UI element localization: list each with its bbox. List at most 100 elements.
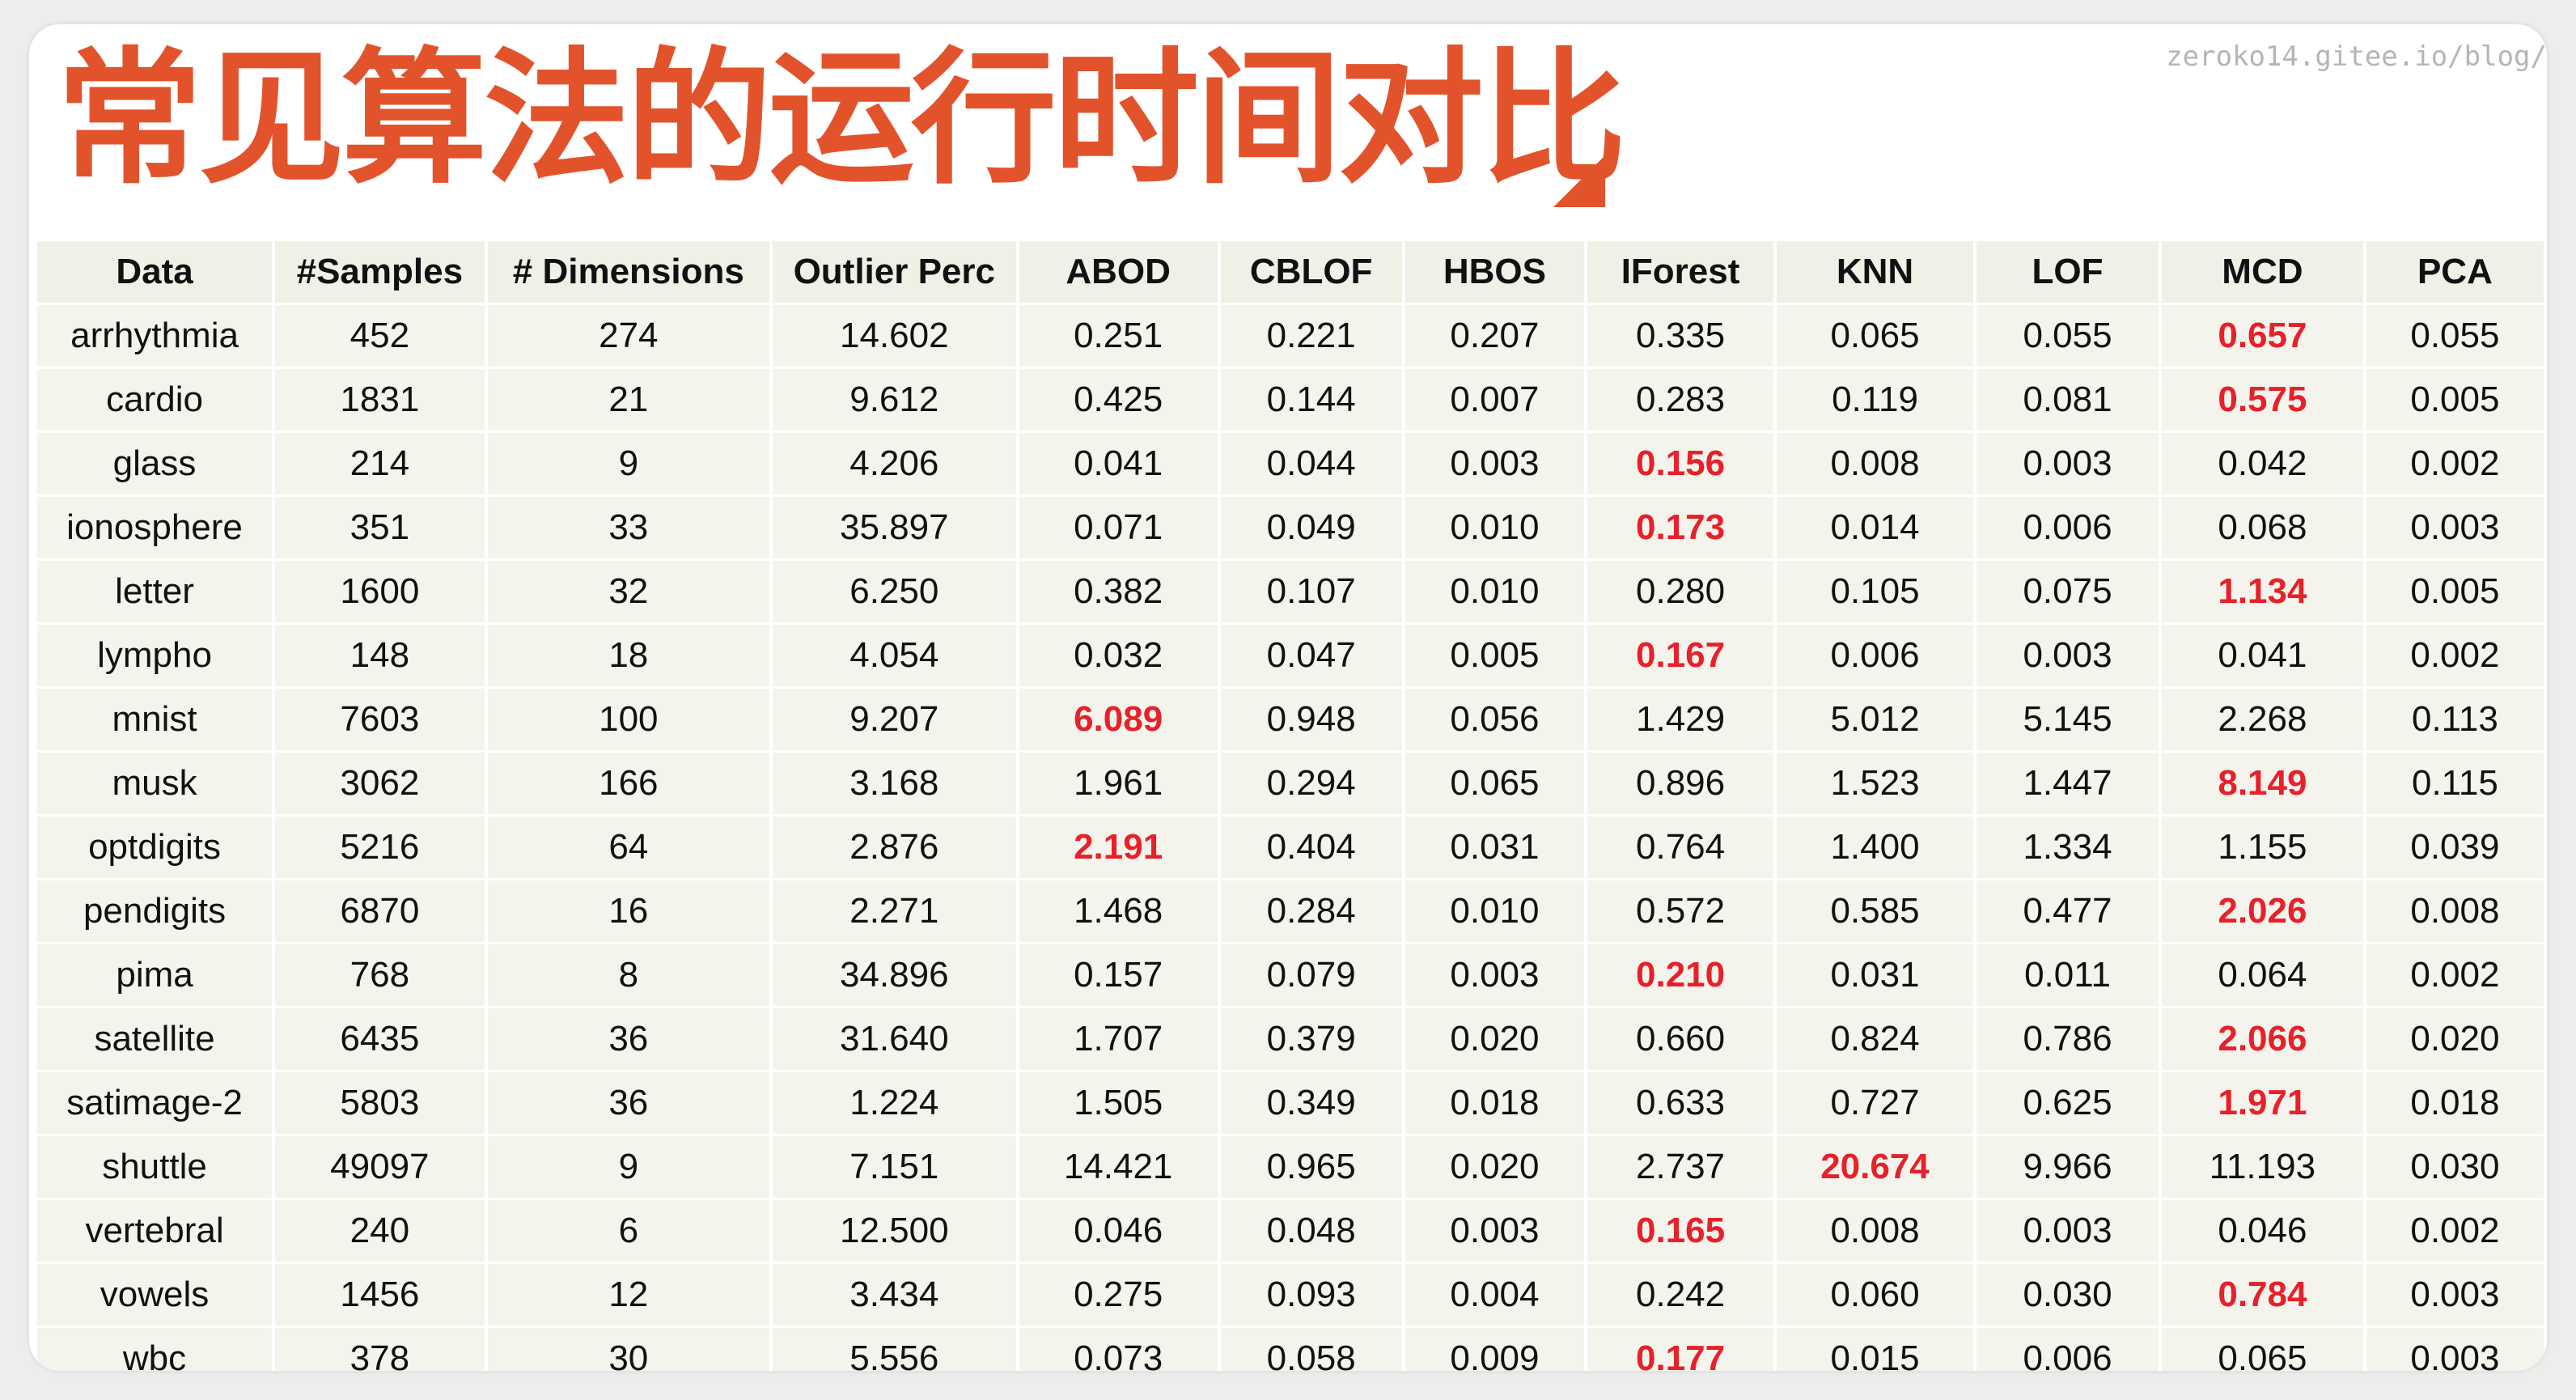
table-cell: 100 [485, 687, 773, 753]
table-cell: 0.060 [1774, 1262, 1977, 1328]
table-cell: 0.055 [2364, 303, 2547, 369]
table-cell: 49097 [273, 1135, 488, 1200]
table-cell: 2.268 [2159, 687, 2366, 753]
table-cell: 0.044 [1218, 431, 1405, 497]
table-cell: 0.764 [1586, 815, 1777, 880]
column-header: # Dimensions [485, 241, 773, 305]
column-header: HBOS [1403, 241, 1588, 305]
table-cell: 0.242 [1586, 1262, 1777, 1328]
runtime-comparison-table: Data #Samples # Dimensions Outlier Perc ABOD… [37, 241, 2547, 1371]
table-cell: 0.065 [1774, 303, 1977, 369]
table-cell: 0.003 [1403, 431, 1588, 497]
table-cell: 0.284 [1218, 879, 1405, 944]
table-cell: 166 [485, 751, 773, 817]
table-cell: 0.283 [1586, 367, 1777, 433]
table-cell: 1456 [273, 1262, 488, 1328]
table-cell: 5.145 [1975, 687, 2162, 753]
dataset-name-cell: optdigits [37, 815, 276, 880]
table-cell: 0.003 [2364, 1262, 2547, 1328]
column-header: Outlier Perc [770, 241, 1019, 305]
table-cell: 0.824 [1774, 1007, 1977, 1072]
table-cell: 1.429 [1586, 687, 1777, 753]
table-cell: 0.002 [2364, 1198, 2547, 1264]
table-cell: 0.058 [1218, 1326, 1405, 1371]
table-cell: 1831 [273, 367, 488, 433]
table-cell: 0.015 [1774, 1326, 1977, 1371]
table-cell: 2.876 [770, 815, 1019, 880]
slide: 常见算法的运行时间对比 zeroko14.gitee.io/blog/ Data… [29, 24, 2547, 1371]
table-cell: 0.404 [1218, 815, 1405, 880]
table-cell: 5.556 [770, 1326, 1019, 1371]
table-cell: 2.737 [1586, 1135, 1777, 1200]
table-cell: 0.167 [1586, 623, 1777, 689]
table-cell: 0.379 [1218, 1007, 1405, 1072]
table-cell: 0.948 [1218, 687, 1405, 753]
table-row: musk 3062 166 3.168 1.961 0.294 0.065 0.896 1.52… [37, 751, 2547, 817]
table-cell: 0.046 [1017, 1198, 1221, 1264]
table-cell: 3.434 [770, 1262, 1019, 1328]
table-cell: 0.003 [1975, 431, 2162, 497]
dataset-name-cell: glass [37, 431, 276, 497]
table-cell: 0.113 [2364, 687, 2547, 753]
table-cell: 1.961 [1017, 751, 1221, 817]
table-cell: 0.275 [1017, 1262, 1221, 1328]
table-cell: 64 [485, 815, 773, 880]
table-cell: 1.505 [1017, 1071, 1221, 1136]
column-header: CBLOF [1218, 241, 1405, 305]
table-cell: 0.784 [2159, 1262, 2366, 1328]
table-cell: 0.048 [1218, 1198, 1405, 1264]
table-cell: 0.056 [1403, 687, 1588, 753]
table-row: pima 768 8 34.896 0.157 0.079 0.003 0.210 0.031 0… [37, 943, 2547, 1008]
table-cell: 8 [485, 943, 773, 1008]
dataset-name-cell: arrhythmia [37, 303, 276, 369]
dataset-name-cell: satimage-2 [37, 1071, 276, 1136]
table-cell: 351 [273, 495, 488, 561]
watermark: zeroko14.gitee.io/blog/ [2166, 40, 2547, 73]
table-cell: 0.221 [1218, 303, 1405, 369]
table-cell: 0.006 [1774, 623, 1977, 689]
table-row: mnist 7603 100 9.207 6.089 0.948 0.056 1.429 5.0… [37, 687, 2547, 753]
table-cell: 0.014 [1774, 495, 1977, 561]
table-row: satellite 6435 36 31.640 1.707 0.379 0.020 0.66… [37, 1007, 2547, 1072]
dataset-name-cell: wbc [37, 1326, 276, 1371]
table-cell: 0.477 [1975, 879, 2162, 944]
table-row: shuttle 49097 9 7.151 14.421 0.965 0.020 2.737 2… [37, 1135, 2547, 1200]
table-cell: 9.966 [1975, 1135, 2162, 1200]
table-cell: 0.004 [1403, 1262, 1588, 1328]
table-cell: 1.400 [1774, 815, 1977, 880]
table-cell: 9 [485, 1135, 773, 1200]
table-cell: 0.382 [1017, 559, 1221, 625]
table-cell: 0.055 [1975, 303, 2162, 369]
table-cell: 0.115 [2364, 751, 2547, 817]
table-cell: 0.003 [2364, 495, 2547, 561]
table-cell: 0.064 [2159, 943, 2366, 1008]
dataset-name-cell: mnist [37, 687, 276, 753]
table-row: lympho 148 18 4.054 0.032 0.047 0.005 0.167 0.00… [37, 623, 2547, 689]
table-cell: 0.003 [1975, 1198, 2162, 1264]
table-cell: 16 [485, 879, 773, 944]
table-cell: 0.005 [1403, 623, 1588, 689]
table-cell: 0.786 [1975, 1007, 2162, 1072]
table-cell: 378 [273, 1326, 488, 1371]
table-cell: 3.168 [770, 751, 1019, 817]
column-header: LOF [1975, 241, 2162, 305]
table-cell: 0.018 [2364, 1071, 2547, 1136]
table-row: pendigits 6870 16 2.271 1.468 0.284 0.010 0.572… [37, 879, 2547, 944]
table-cell: 1.334 [1975, 815, 2162, 880]
table-cell: 214 [273, 431, 488, 497]
table-cell: 0.020 [2364, 1007, 2547, 1072]
table-cell: 0.065 [1403, 751, 1588, 817]
page-title: 常见算法的运行时间对比 [57, 35, 1626, 204]
table-cell: 0.047 [1218, 623, 1405, 689]
column-header: IForest [1586, 241, 1777, 305]
table-cell: 3062 [273, 751, 488, 817]
table-cell: 0.660 [1586, 1007, 1777, 1072]
table-cell: 0.003 [1975, 623, 2162, 689]
title-corner-triangle [1553, 155, 1605, 207]
table-row: ionosphere 351 33 35.897 0.071 0.049 0.010 0.17… [37, 495, 2547, 561]
table-cell: 0.006 [1975, 495, 2162, 561]
dataset-name-cell: musk [37, 751, 276, 817]
table-cell: 14.602 [770, 303, 1019, 369]
table-cell: 0.572 [1586, 879, 1777, 944]
table-cell: 0.010 [1403, 559, 1588, 625]
